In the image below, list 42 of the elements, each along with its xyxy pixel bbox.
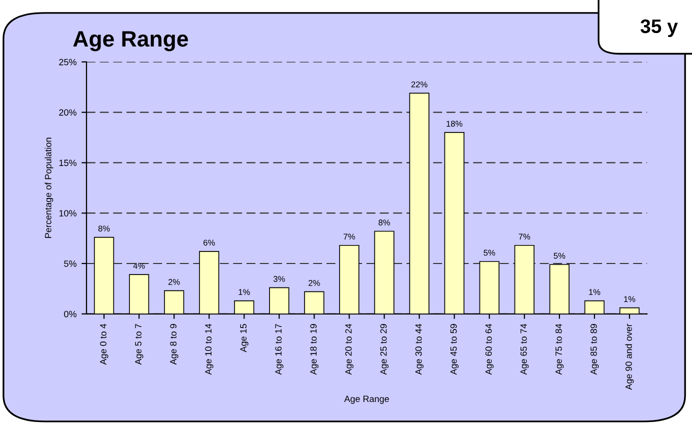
text: 35 y xyxy=(640,19,678,38)
x-tick-label: Age 16 to 17 xyxy=(275,324,284,375)
x-tick-label: Age 0 to 4 xyxy=(100,324,108,365)
x-tick-label: Age 10 to 14 xyxy=(205,324,214,375)
x-tick-label: Age 75 to 84 xyxy=(555,324,564,375)
data-label: 8% xyxy=(98,226,110,232)
data-label: 22% xyxy=(411,81,428,88)
x-tick-label: Age 25 to 29 xyxy=(380,324,388,375)
x-tick-label: Age 85 to 89 xyxy=(590,324,599,375)
data-label: 1% xyxy=(624,296,636,302)
data-label: 7% xyxy=(344,234,355,240)
x-tick-label: Age 90 and over xyxy=(625,324,634,390)
x-tick-label: Age 60 to 64 xyxy=(485,324,494,375)
x-tick-label: Age 15 xyxy=(240,324,248,352)
data-label: 8% xyxy=(378,220,390,226)
data-label: 1% xyxy=(589,289,600,295)
data-label: 18% xyxy=(446,120,462,127)
x-tick-label: Age 65 to 74 xyxy=(520,324,529,375)
data-label: 1% xyxy=(238,289,250,295)
y-tick-label: 25% xyxy=(59,58,76,66)
y-tick-label: 15% xyxy=(59,160,76,166)
x-tick-label: Age 45 to 59 xyxy=(450,324,459,375)
x-axis-title: Age Range xyxy=(344,396,389,404)
data-label: 5% xyxy=(484,250,496,256)
x-tick-label: Age 8 to 9 xyxy=(170,324,178,365)
data-label: 7% xyxy=(518,234,530,240)
x-tick-label: Age 30 to 44 xyxy=(415,324,424,375)
y-tick-label: 5% xyxy=(64,260,76,267)
x-tick-label: Age 18 to 19 xyxy=(310,324,318,375)
data-label: 4% xyxy=(133,262,145,269)
x-tick-label: Age 20 to 24 xyxy=(345,324,354,375)
x-tick-label: Age 5 to 7 xyxy=(135,324,144,365)
data-label: 6% xyxy=(204,240,215,246)
data-label: 2% xyxy=(168,279,180,285)
data-label: 5% xyxy=(554,252,566,259)
chart-title: Age Range xyxy=(73,31,188,52)
y-tick-label: 20% xyxy=(59,109,76,116)
data-label: 2% xyxy=(308,280,320,286)
y-axis-title: Percentage of Population xyxy=(44,138,54,238)
y-tick-label: 0% xyxy=(64,310,76,318)
y-tick-label: 10% xyxy=(59,210,76,216)
data-label: 3% xyxy=(273,276,285,282)
